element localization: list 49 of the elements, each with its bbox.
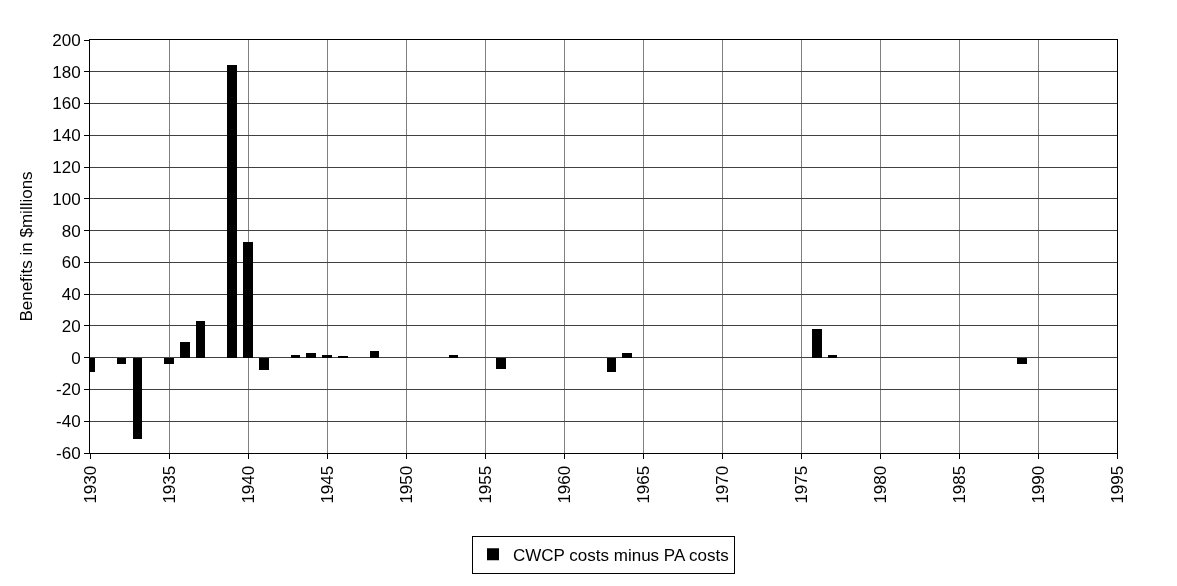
y-tick-label: 180 (52, 62, 81, 82)
bar (259, 358, 269, 370)
y-tick-label: 40 (61, 285, 81, 305)
y-tick-label: 60 (61, 253, 81, 273)
bar (1017, 358, 1027, 364)
y-tick-label: 20 (61, 316, 81, 336)
bar (812, 329, 822, 358)
bar (180, 342, 190, 358)
x-tick-label: 1965 (633, 465, 653, 504)
x-tick-label: 1995 (1107, 465, 1127, 504)
y-tick-label: 80 (61, 221, 81, 241)
bar (291, 355, 300, 358)
bar (133, 358, 142, 439)
x-tick-label: 1930 (80, 465, 100, 504)
x-tick-label: 1945 (317, 465, 337, 504)
x-tick-label: 1980 (870, 465, 890, 504)
x-tick-label: 1940 (238, 465, 258, 504)
x-tick-label: 1935 (159, 465, 179, 504)
x-tick-label: 1950 (396, 465, 416, 504)
bar (828, 355, 837, 358)
y-axis-title: Benefits in $millions (16, 171, 36, 322)
x-tick-label: 1970 (712, 465, 732, 504)
y-tick-label: -20 (56, 380, 81, 400)
bar (370, 351, 379, 358)
x-tick-label: 1960 (554, 465, 574, 504)
y-tick-label: 200 (52, 30, 81, 50)
y-tick-label: 140 (52, 126, 81, 146)
x-tick-label: 1975 (791, 465, 811, 504)
x-tick-label: 1985 (949, 465, 969, 504)
bar (622, 353, 632, 358)
bar (164, 358, 174, 364)
x-tick-label: 1955 (475, 465, 495, 504)
legend-label: CWCP costs minus PA costs (513, 545, 729, 565)
bar (243, 242, 253, 358)
y-tick-label: -60 (56, 443, 81, 463)
y-tick-label: 100 (52, 189, 81, 209)
y-tick-label: -40 (56, 412, 81, 432)
bar (306, 353, 316, 358)
bar (196, 321, 205, 358)
bar (607, 358, 616, 372)
y-tick-label: 120 (52, 158, 81, 178)
bar (496, 358, 506, 369)
bar (117, 358, 126, 364)
bar (322, 355, 332, 358)
bar (449, 355, 458, 358)
x-tick-label: 1990 (1028, 465, 1048, 504)
y-tick-label: 0 (71, 348, 81, 368)
bar (227, 65, 237, 358)
y-tick-label: 160 (52, 94, 81, 114)
